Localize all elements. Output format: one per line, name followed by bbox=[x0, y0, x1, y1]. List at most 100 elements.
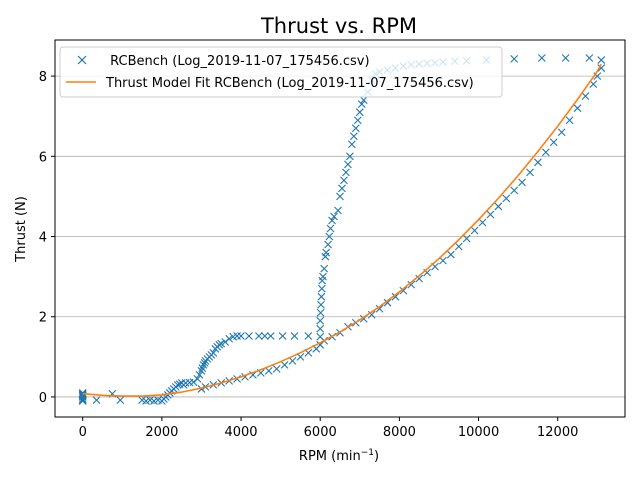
scatter-point-132 bbox=[375, 304, 384, 313]
x-axis-label-main: RPM (min bbox=[299, 449, 361, 464]
chart-title: Thrust vs. RPM bbox=[260, 14, 417, 38]
scatter-point-153 bbox=[541, 148, 550, 157]
x-tick-label-3: 6000 bbox=[304, 425, 337, 440]
scatter-point-35 bbox=[199, 360, 208, 369]
scatter-point-90 bbox=[328, 216, 336, 225]
scatter-point-98 bbox=[346, 152, 354, 161]
scatter-point-155 bbox=[557, 128, 566, 137]
legend-label-fit: Thrust Model Fit RCBench (Log_2019-11-07… bbox=[105, 76, 474, 91]
scatter-point-161 bbox=[597, 64, 606, 72]
scatter-point-162 bbox=[597, 56, 606, 64]
scatter-point-145 bbox=[478, 218, 487, 227]
scatter-point-143 bbox=[462, 234, 471, 243]
scatter-point-100 bbox=[349, 132, 358, 141]
scatter-point-140 bbox=[439, 256, 447, 265]
scatter-point-137 bbox=[415, 274, 424, 283]
scatter-point-123 bbox=[561, 54, 570, 62]
scatter-point-149 bbox=[510, 186, 519, 195]
scatter-point-41 bbox=[209, 348, 218, 357]
scatter-point-68 bbox=[272, 364, 281, 373]
scatter-point-148 bbox=[502, 194, 511, 203]
scatter-point-152 bbox=[534, 158, 542, 167]
scatter-point-24 bbox=[173, 381, 182, 389]
scatter-point-67 bbox=[264, 366, 273, 375]
scatter-point-96 bbox=[342, 168, 350, 177]
scatter-point-91 bbox=[330, 212, 338, 221]
x-axis-ticks: 0 2000 4000 6000 8000 10000 12000 bbox=[79, 417, 578, 440]
scatter-point-8 bbox=[92, 396, 101, 405]
scatter-point-154 bbox=[549, 138, 558, 147]
legend-box bbox=[59, 46, 503, 98]
scatter-point-36 bbox=[200, 358, 209, 367]
scatter-point-134 bbox=[391, 292, 400, 301]
scatter-point-97 bbox=[344, 160, 352, 169]
scatter-point-52 bbox=[254, 332, 263, 340]
plot-frame bbox=[54, 39, 626, 418]
scatter-point-76 bbox=[316, 324, 325, 333]
scatter-point-144 bbox=[470, 226, 479, 235]
y-axis-ticks: 0 2 4 6 8 bbox=[39, 70, 55, 406]
scatter-point-104 bbox=[357, 100, 366, 109]
scatter-point-151 bbox=[526, 168, 534, 177]
scatter-point-51 bbox=[245, 332, 253, 340]
scatter-point-31 bbox=[193, 375, 202, 383]
scatter-point-95 bbox=[340, 176, 348, 185]
scatter-point-158 bbox=[581, 92, 590, 101]
scatter-point-99 bbox=[347, 140, 356, 149]
scatter-point-55 bbox=[278, 332, 287, 340]
x-tick-label-2: 4000 bbox=[224, 425, 257, 440]
scatter-point-10 bbox=[116, 396, 125, 405]
scatter-point-58 bbox=[197, 385, 206, 393]
scatter-point-150 bbox=[518, 178, 526, 187]
legend-label-scatter: RCBench (Log_2019-11-07_175456.csv) bbox=[106, 54, 370, 69]
scatter-point-47 bbox=[225, 334, 234, 343]
scatter-point-70 bbox=[288, 356, 297, 365]
scatter-point-147 bbox=[494, 202, 503, 211]
scatter-point-89 bbox=[326, 224, 335, 233]
scatter-point-33 bbox=[197, 366, 206, 375]
y-tick-label-1: 2 bbox=[39, 311, 47, 326]
x-tick-label-0: 0 bbox=[79, 425, 87, 440]
scatter-point-84 bbox=[320, 264, 329, 273]
y-tick-label-0: 0 bbox=[39, 391, 47, 406]
scatter-point-135 bbox=[399, 286, 408, 295]
y-axis-label: Thrust (N) bbox=[14, 196, 29, 263]
scatter-point-32 bbox=[195, 370, 204, 379]
legend: RCBench (Log_2019-11-07_175456.csv) Thru… bbox=[59, 46, 503, 98]
scatter-point-93 bbox=[336, 192, 344, 201]
scatter-point-131 bbox=[367, 310, 376, 319]
scatter-point-69 bbox=[280, 360, 289, 369]
scatter-point-141 bbox=[446, 250, 455, 259]
x-axis-label-suffix: ) bbox=[374, 449, 379, 464]
y-tick-label-4: 8 bbox=[39, 70, 47, 85]
scatter-point-156 bbox=[565, 116, 574, 125]
x-axis-label-exponent: −1 bbox=[361, 448, 374, 458]
x-tick-label-6: 12000 bbox=[537, 425, 578, 440]
scatter-point-80 bbox=[317, 292, 326, 301]
x-tick-label-1: 2000 bbox=[145, 425, 178, 440]
plot-area bbox=[54, 39, 626, 418]
scatter-point-54 bbox=[266, 332, 275, 340]
scatter-point-121 bbox=[510, 54, 519, 63]
scatter-point-157 bbox=[573, 104, 582, 113]
scatter-point-53 bbox=[260, 332, 269, 340]
scatter-point-94 bbox=[338, 184, 346, 193]
scatter-point-86 bbox=[322, 248, 331, 257]
scatter-point-122 bbox=[537, 54, 546, 62]
grid-lines bbox=[55, 75, 625, 398]
scatter-point-133 bbox=[383, 298, 392, 307]
legend-marker-scatter bbox=[77, 55, 87, 65]
scatter-point-101 bbox=[351, 124, 360, 133]
scatter-point-45 bbox=[217, 339, 226, 348]
scatter-point-142 bbox=[454, 242, 463, 251]
scatter-point-56 bbox=[290, 332, 299, 340]
fit-line bbox=[82, 63, 602, 397]
y-tick-label-3: 6 bbox=[39, 150, 47, 165]
fit-series bbox=[82, 63, 602, 397]
scatter-point-136 bbox=[407, 280, 416, 289]
x-tick-label-5: 10000 bbox=[458, 425, 499, 440]
scatter-point-57 bbox=[304, 332, 313, 340]
scatter-point-81 bbox=[317, 284, 326, 293]
scatter-point-124 bbox=[585, 54, 594, 62]
